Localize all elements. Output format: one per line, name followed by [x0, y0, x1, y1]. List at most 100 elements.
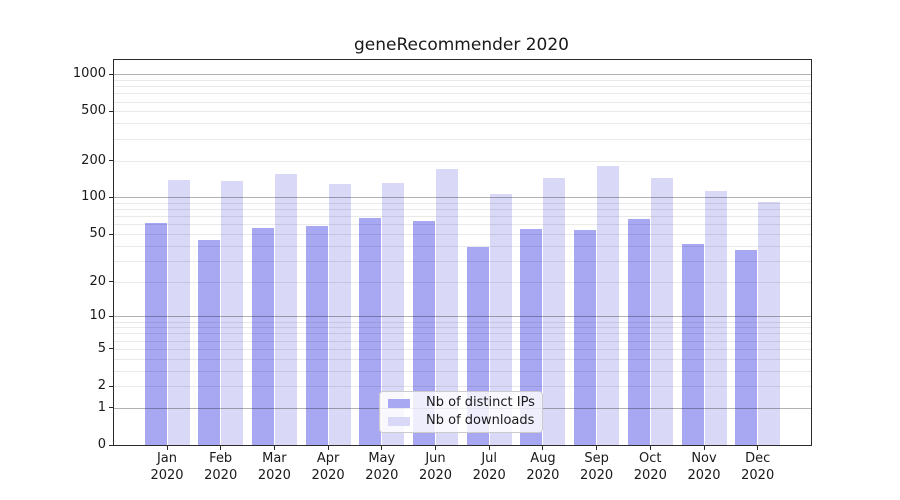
x-tick-month: Jan	[156, 451, 178, 466]
y-tick-label: 20	[89, 273, 106, 289]
bar-downloads	[489, 194, 512, 445]
y-tick-mark	[109, 160, 113, 161]
minor-gridline	[114, 160, 811, 162]
x-tick-year: 2020	[633, 468, 667, 483]
bar-downloads	[436, 168, 458, 445]
minor-gridline	[114, 93, 811, 95]
bar-downloads	[221, 181, 244, 445]
bar-distinct-ips	[305, 226, 328, 445]
x-tick-year: 2020	[741, 468, 775, 483]
x-tick-year: 2020	[687, 468, 721, 483]
major-gridline	[114, 316, 811, 318]
x-tick-label: Apr 2020	[300, 450, 356, 484]
minor-gridline	[114, 348, 811, 350]
bar-downloads	[597, 165, 620, 445]
y-tick-label: 100	[81, 189, 106, 205]
x-tick-month: Oct	[639, 451, 662, 466]
plot-area: 0 1 2 5 10 20 50 100 200 500 1000 Jan 2020 Feb 2020 Mar…	[73, 59, 812, 483]
x-tick-label: Sep 2020	[569, 450, 625, 484]
x-tick-mark	[435, 446, 436, 450]
x-tick-label: Feb 2020	[193, 450, 249, 484]
legend-item-downloads: Nb of downloads	[386, 414, 534, 428]
x-tick-month: Jun	[425, 451, 446, 466]
y-tick-mark	[109, 348, 113, 350]
x-tick-mark	[488, 446, 490, 450]
bar-distinct-ips	[359, 217, 382, 445]
x-tick-year: 2020	[204, 468, 238, 483]
bar-downloads	[704, 191, 727, 445]
legend-swatch-distinct-ips	[388, 398, 410, 408]
x-tick-month: Aug	[530, 451, 556, 466]
minor-gridline	[114, 245, 811, 247]
y-tick-mark	[109, 73, 113, 75]
x-tick-month: Mar	[262, 451, 287, 466]
x-tick-year: 2020	[580, 468, 614, 483]
x-tick-month: Nov	[691, 451, 717, 466]
x-tick-month: Dec	[745, 451, 771, 466]
minor-gridline	[114, 340, 811, 342]
x-tick-year: 2020	[365, 468, 399, 483]
x-tick-mark	[166, 446, 168, 450]
bar-downloads	[543, 178, 566, 445]
bar-downloads	[328, 184, 351, 445]
bar-downloads	[382, 182, 405, 445]
minor-gridline	[114, 123, 811, 125]
x-tick-mark	[596, 446, 598, 450]
minor-gridline	[114, 224, 811, 226]
x-tick-mark	[649, 446, 651, 450]
x-tick-mark	[757, 446, 759, 450]
x-tick-year: 2020	[418, 468, 453, 483]
y-tick-mark	[109, 196, 113, 198]
x-tick-mark	[381, 446, 383, 450]
bar-distinct-ips	[627, 218, 650, 445]
bar-distinct-ips	[735, 249, 758, 445]
x-tick-label: Mar 2020	[246, 450, 302, 484]
bar-distinct-ips	[574, 230, 597, 445]
bar-distinct-ips	[144, 222, 167, 445]
x-tick-month: Feb	[209, 451, 233, 466]
x-tick-mark	[542, 446, 544, 450]
y-tick-label: 500	[81, 103, 106, 119]
minor-gridline	[114, 203, 811, 204]
y-tick-mark	[109, 315, 113, 317]
minor-gridline	[114, 209, 811, 211]
minor-gridline	[114, 101, 811, 103]
x-tick-month: May	[368, 451, 396, 466]
y-tick-label: 200	[81, 152, 106, 168]
minor-gridline	[114, 138, 811, 140]
x-tick-label: May 2020	[354, 450, 410, 484]
bar-distinct-ips	[251, 228, 274, 445]
minor-gridline	[114, 86, 811, 88]
y-tick-label: 1	[97, 399, 106, 415]
x-tick-label: Jul 2020	[461, 450, 517, 484]
x-tick-year: 2020	[311, 468, 345, 483]
x-tick-label: Aug 2020	[515, 450, 571, 484]
minor-gridline	[114, 370, 811, 372]
x-tick-mark	[220, 446, 222, 450]
y-tick-label: 1000	[72, 66, 106, 82]
bar-downloads	[167, 180, 190, 445]
major-gridline	[114, 197, 811, 199]
minor-gridline	[114, 358, 811, 360]
y-tick-label: 5	[97, 340, 106, 356]
x-tick-year: 2020	[472, 468, 506, 483]
x-tick-label: Nov 2020	[676, 450, 732, 484]
legend-label-distinct-ips: Nb of distinct IPs	[426, 395, 535, 410]
y-tick-label: 2	[97, 378, 106, 394]
x-tick-month: Sep	[584, 451, 609, 466]
y-tick-mark	[109, 281, 113, 283]
minor-gridline	[114, 281, 811, 283]
minor-gridline	[114, 80, 811, 81]
bar-downloads	[650, 177, 673, 445]
x-tick-label: Dec 2020	[730, 450, 786, 484]
x-tick-mark	[327, 446, 329, 450]
minor-gridline	[114, 260, 811, 262]
bar-distinct-ips	[413, 221, 435, 445]
y-tick-label: 10	[89, 308, 106, 324]
minor-gridline	[114, 111, 811, 113]
minor-gridline	[114, 327, 811, 329]
minor-gridline	[114, 234, 811, 235]
y-tick-label: 0	[97, 437, 106, 452]
x-tick-label: Jun 2020	[408, 450, 464, 484]
